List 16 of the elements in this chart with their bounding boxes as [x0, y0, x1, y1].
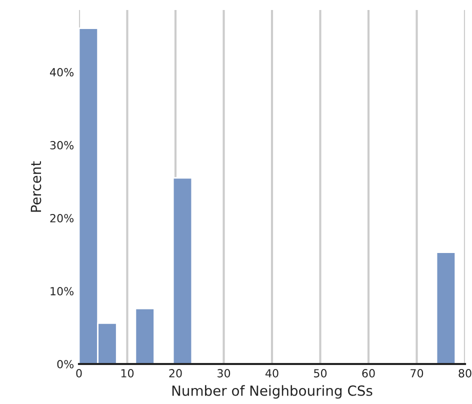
x-axis-title: Number of Neighbouring CSs [172, 385, 372, 399]
x-tick-label: 0 [76, 369, 82, 378]
y-tick-label: 0% [57, 360, 74, 368]
x-tick-label: 70 [410, 369, 424, 378]
y-tick-label: 10% [50, 286, 74, 296]
x-tick-label: 20 [169, 369, 182, 378]
x-tick-label: 40 [265, 369, 278, 378]
x-tick-label: 10 [121, 369, 134, 378]
x-tick-label: 60 [362, 369, 375, 378]
y-tick-label: 30% [50, 141, 74, 150]
x-tick-label: 50 [314, 369, 327, 378]
y-tick-label: 20% [50, 214, 74, 222]
x-tick-label: 80 [458, 369, 472, 378]
y-tick-label: 40% [50, 68, 74, 76]
y-axis-title: Percent [30, 161, 42, 212]
x-tick-label: 30 [218, 369, 230, 378]
